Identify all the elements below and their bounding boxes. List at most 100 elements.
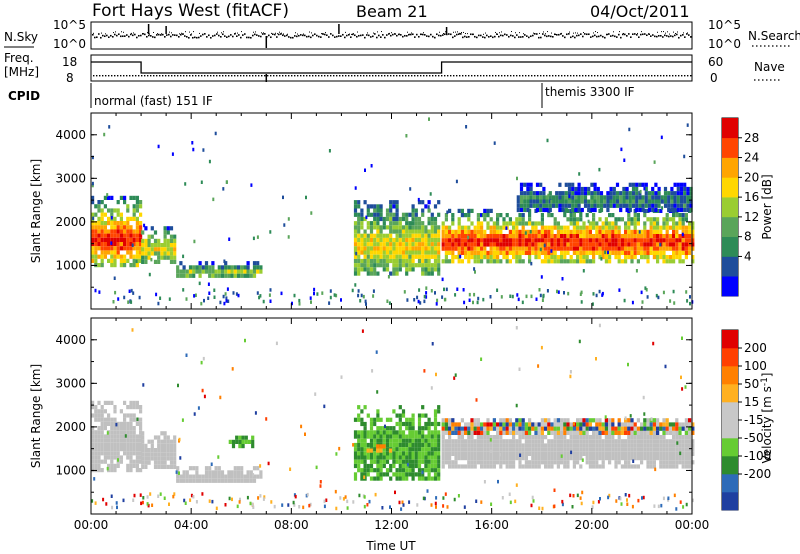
heatmap-cell bbox=[211, 470, 215, 475]
heatmap-cell bbox=[477, 296, 480, 301]
heatmap-cell bbox=[640, 443, 644, 448]
heatmap-cell bbox=[627, 439, 631, 444]
heatmap-cell bbox=[547, 464, 551, 469]
heatmap-cell bbox=[675, 238, 679, 243]
heatmap-cell bbox=[640, 430, 644, 435]
nave-sample bbox=[150, 75, 152, 77]
heatmap-cell bbox=[467, 255, 471, 260]
heatmap-cell bbox=[126, 434, 130, 439]
heatmap-cell bbox=[379, 250, 383, 255]
heatmap-cell bbox=[535, 182, 540, 187]
heatmap-cell bbox=[657, 504, 660, 509]
heatmap-cell bbox=[132, 498, 135, 502]
freq-label-line1: Freq. bbox=[4, 51, 34, 65]
noise-sample bbox=[684, 36, 686, 38]
heatmap-cell bbox=[553, 504, 556, 508]
heatmap-cell bbox=[476, 221, 480, 226]
noise-sample bbox=[98, 33, 100, 35]
heatmap-cell bbox=[135, 442, 139, 447]
nave-sample bbox=[147, 75, 149, 77]
heatmap-cell bbox=[473, 259, 477, 264]
noise-sample bbox=[324, 33, 326, 36]
heatmap-cell bbox=[524, 426, 528, 431]
freq-tick-bottom: 8 bbox=[66, 71, 74, 85]
heatmap-cell bbox=[635, 269, 638, 273]
heatmap-cell bbox=[545, 199, 549, 204]
heatmap-cell bbox=[395, 246, 399, 251]
heatmap-cell bbox=[100, 250, 104, 255]
heatmap-cell bbox=[195, 265, 199, 270]
heatmap-cell bbox=[243, 269, 247, 274]
heatmap-cell bbox=[529, 230, 532, 234]
heatmap-cell bbox=[582, 451, 586, 456]
heatmap-cell bbox=[643, 443, 647, 448]
noise-sample bbox=[382, 34, 384, 36]
heatmap-cell bbox=[107, 438, 111, 443]
noise-sample bbox=[220, 35, 222, 38]
heatmap-cell bbox=[467, 225, 471, 230]
heatmap-cell bbox=[617, 422, 621, 427]
nave-sample bbox=[366, 75, 368, 77]
heatmap-cell bbox=[366, 208, 370, 213]
heatmap-cell bbox=[141, 452, 145, 457]
heatmap-cell bbox=[630, 250, 634, 255]
heatmap-cell bbox=[691, 439, 695, 444]
noise-sample bbox=[410, 33, 412, 36]
heatmap-cell bbox=[395, 254, 399, 259]
heatmap-cell bbox=[627, 435, 631, 440]
heatmap-cell bbox=[611, 435, 615, 440]
heatmap-cell bbox=[521, 426, 525, 431]
heatmap-cell bbox=[443, 287, 445, 292]
noise-sample bbox=[398, 33, 400, 36]
heatmap-cell bbox=[405, 225, 409, 230]
noise-sample bbox=[308, 35, 310, 38]
heatmap-cell bbox=[424, 233, 428, 238]
nave-sample bbox=[294, 75, 296, 77]
heatmap-cell bbox=[411, 216, 415, 222]
heatmap-cell bbox=[640, 451, 644, 456]
heatmap-cell bbox=[373, 442, 377, 448]
heatmap-cell bbox=[665, 447, 669, 452]
heatmap-cell bbox=[611, 443, 615, 448]
heatmap-cell bbox=[185, 470, 189, 475]
heatmap-cell bbox=[566, 464, 570, 469]
heatmap-cell bbox=[620, 422, 624, 427]
heatmap-cell bbox=[107, 463, 111, 468]
heatmap-cell bbox=[139, 250, 143, 255]
heatmap-cell bbox=[480, 250, 484, 255]
heatmap-cell bbox=[473, 422, 477, 427]
heatmap-cell bbox=[441, 451, 445, 456]
heatmap-cell bbox=[361, 329, 364, 333]
noise-sample bbox=[168, 33, 170, 36]
heatmap-cell bbox=[369, 417, 374, 422]
heatmap-cell bbox=[363, 430, 367, 435]
heatmap-cell bbox=[94, 250, 98, 255]
heatmap-cell bbox=[672, 225, 676, 230]
heatmap-cell bbox=[686, 199, 690, 204]
heatmap-cell bbox=[572, 213, 576, 218]
heatmap-cell bbox=[405, 250, 409, 255]
heatmap-cell bbox=[585, 435, 589, 440]
heatmap-cell bbox=[539, 207, 543, 213]
heatmap-cell bbox=[421, 426, 425, 431]
heatmap-cell bbox=[566, 418, 570, 423]
heatmap-cell bbox=[405, 229, 409, 234]
heatmap-cell bbox=[476, 300, 479, 305]
noise-sample bbox=[678, 36, 680, 39]
heatmap-cell bbox=[123, 233, 127, 238]
heatmap-cell bbox=[662, 221, 666, 226]
heatmap-cell bbox=[414, 246, 418, 251]
noise-sample bbox=[452, 36, 454, 39]
heatmap-cell bbox=[382, 250, 386, 255]
heatmap-cell bbox=[401, 455, 406, 460]
heatmap-cell bbox=[100, 208, 104, 213]
heatmap-cell bbox=[508, 221, 512, 226]
heatmap-cell bbox=[579, 451, 583, 456]
heatmap-cell bbox=[329, 295, 332, 300]
heatmap-cell bbox=[411, 229, 415, 234]
heatmap-cell bbox=[612, 203, 616, 208]
heatmap-cell bbox=[451, 443, 455, 448]
heatmap-cell bbox=[483, 447, 487, 452]
heatmap-cell bbox=[236, 504, 239, 509]
heatmap-cell bbox=[457, 238, 461, 243]
